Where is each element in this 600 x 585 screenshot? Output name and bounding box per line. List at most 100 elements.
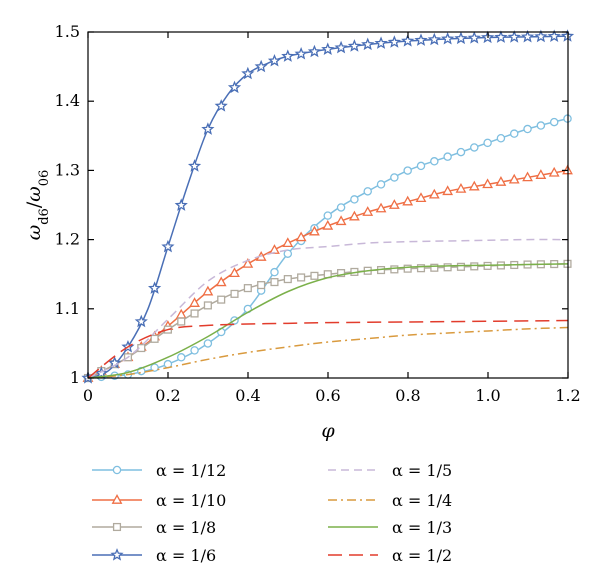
data-point	[536, 121, 546, 130]
data-point	[309, 225, 320, 236]
legend-entry: α = 1/8	[92, 518, 216, 537]
data-point	[190, 309, 199, 318]
data-point	[323, 211, 333, 220]
data-point	[348, 210, 360, 221]
series-5	[87, 238, 569, 379]
data-point	[337, 269, 346, 278]
y-tick-label: 1.1	[55, 299, 80, 318]
data-point	[547, 29, 561, 43]
data-point	[202, 285, 214, 296]
legend-entry: α = 1/5	[328, 461, 452, 480]
data-point	[94, 366, 108, 380]
data-point	[243, 284, 252, 293]
data-point	[161, 239, 175, 253]
data-point	[496, 133, 506, 143]
data-point	[456, 147, 466, 157]
plot-area	[81, 29, 575, 384]
data-point	[189, 297, 200, 307]
data-point	[443, 263, 452, 272]
series-6	[87, 326, 569, 379]
data-point	[482, 178, 494, 189]
data-point	[454, 31, 468, 45]
data-point	[321, 42, 335, 55]
data-point	[495, 176, 507, 186]
legend-label: α = 1/8	[156, 518, 216, 537]
legend-marker	[112, 465, 122, 475]
x-axis-label: φ	[321, 420, 335, 442]
data-point	[441, 32, 455, 45]
data-point	[134, 314, 148, 328]
data-point	[347, 39, 361, 52]
data-point	[282, 237, 294, 248]
svg-text:ωd6/ω06: ωd6/ω06	[23, 170, 52, 241]
data-point	[242, 257, 254, 268]
data-point	[522, 171, 533, 182]
data-point	[177, 317, 186, 326]
series-4	[81, 29, 575, 384]
legend-label: α = 1/4	[392, 491, 452, 510]
axes: 0 0.2 0.4 0.6 0.8 1.0 1.2 1 1.1 1.2 1.3 1.4 1.5	[55, 22, 581, 405]
data-point	[283, 249, 293, 258]
series-line	[87, 263, 569, 379]
data-point	[507, 30, 521, 43]
data-point	[257, 281, 266, 290]
data-point	[203, 301, 212, 310]
data-point	[281, 49, 295, 62]
data-point	[374, 36, 388, 49]
data-point	[428, 188, 440, 199]
data-point	[430, 263, 439, 272]
legend-marker	[111, 494, 123, 504]
data-point	[414, 33, 428, 46]
data-point	[376, 180, 386, 189]
legend-marker	[110, 548, 124, 561]
series-8	[87, 319, 569, 379]
data-point	[534, 29, 548, 43]
data-point	[150, 363, 159, 372]
x-tick-label: 1.0	[475, 386, 500, 405]
data-point	[230, 289, 239, 298]
data-point	[363, 187, 372, 196]
data-point	[427, 32, 441, 46]
data-point	[416, 161, 426, 171]
legend-label: α = 1/5	[392, 461, 452, 480]
data-point	[203, 339, 213, 348]
y-tick-label: 1.4	[55, 91, 80, 110]
legend-label: α = 1/12	[156, 461, 226, 480]
data-point	[350, 195, 359, 204]
data-point	[403, 264, 412, 273]
data-point	[241, 66, 255, 80]
data-point	[375, 202, 387, 213]
data-point	[401, 34, 415, 47]
series-line	[87, 117, 569, 379]
x-tick-label: 0.8	[395, 386, 420, 405]
data-point	[390, 265, 399, 274]
y-axis-label: ωd6/ω06	[23, 170, 52, 241]
x-tick-label: 0.6	[315, 386, 340, 405]
data-point	[416, 264, 426, 273]
series-line	[87, 35, 569, 379]
data-point	[190, 346, 199, 355]
data-point	[215, 276, 227, 287]
data-point	[214, 99, 228, 112]
data-point	[148, 281, 162, 294]
data-point	[548, 166, 560, 177]
plot-frame	[87, 31, 569, 379]
data-point	[201, 122, 215, 135]
data-point	[295, 231, 307, 242]
data-point	[254, 59, 268, 73]
data-point	[483, 138, 492, 148]
series-7	[87, 263, 569, 379]
data-point	[470, 143, 479, 152]
legend-entry: α = 1/10	[92, 491, 226, 510]
data-point	[294, 47, 308, 60]
legend-marker	[112, 522, 122, 532]
x-tick-label: 0.4	[235, 386, 260, 405]
y-tick-label: 1.5	[55, 22, 80, 41]
data-point	[456, 262, 466, 271]
data-point	[174, 198, 188, 211]
data-point	[520, 29, 535, 43]
data-point	[310, 271, 319, 280]
legend: α = 1/12 α = 1/10 α = 1/8 α = 1/6 α = 1/5 α =…	[92, 461, 452, 565]
data-point	[523, 124, 532, 134]
